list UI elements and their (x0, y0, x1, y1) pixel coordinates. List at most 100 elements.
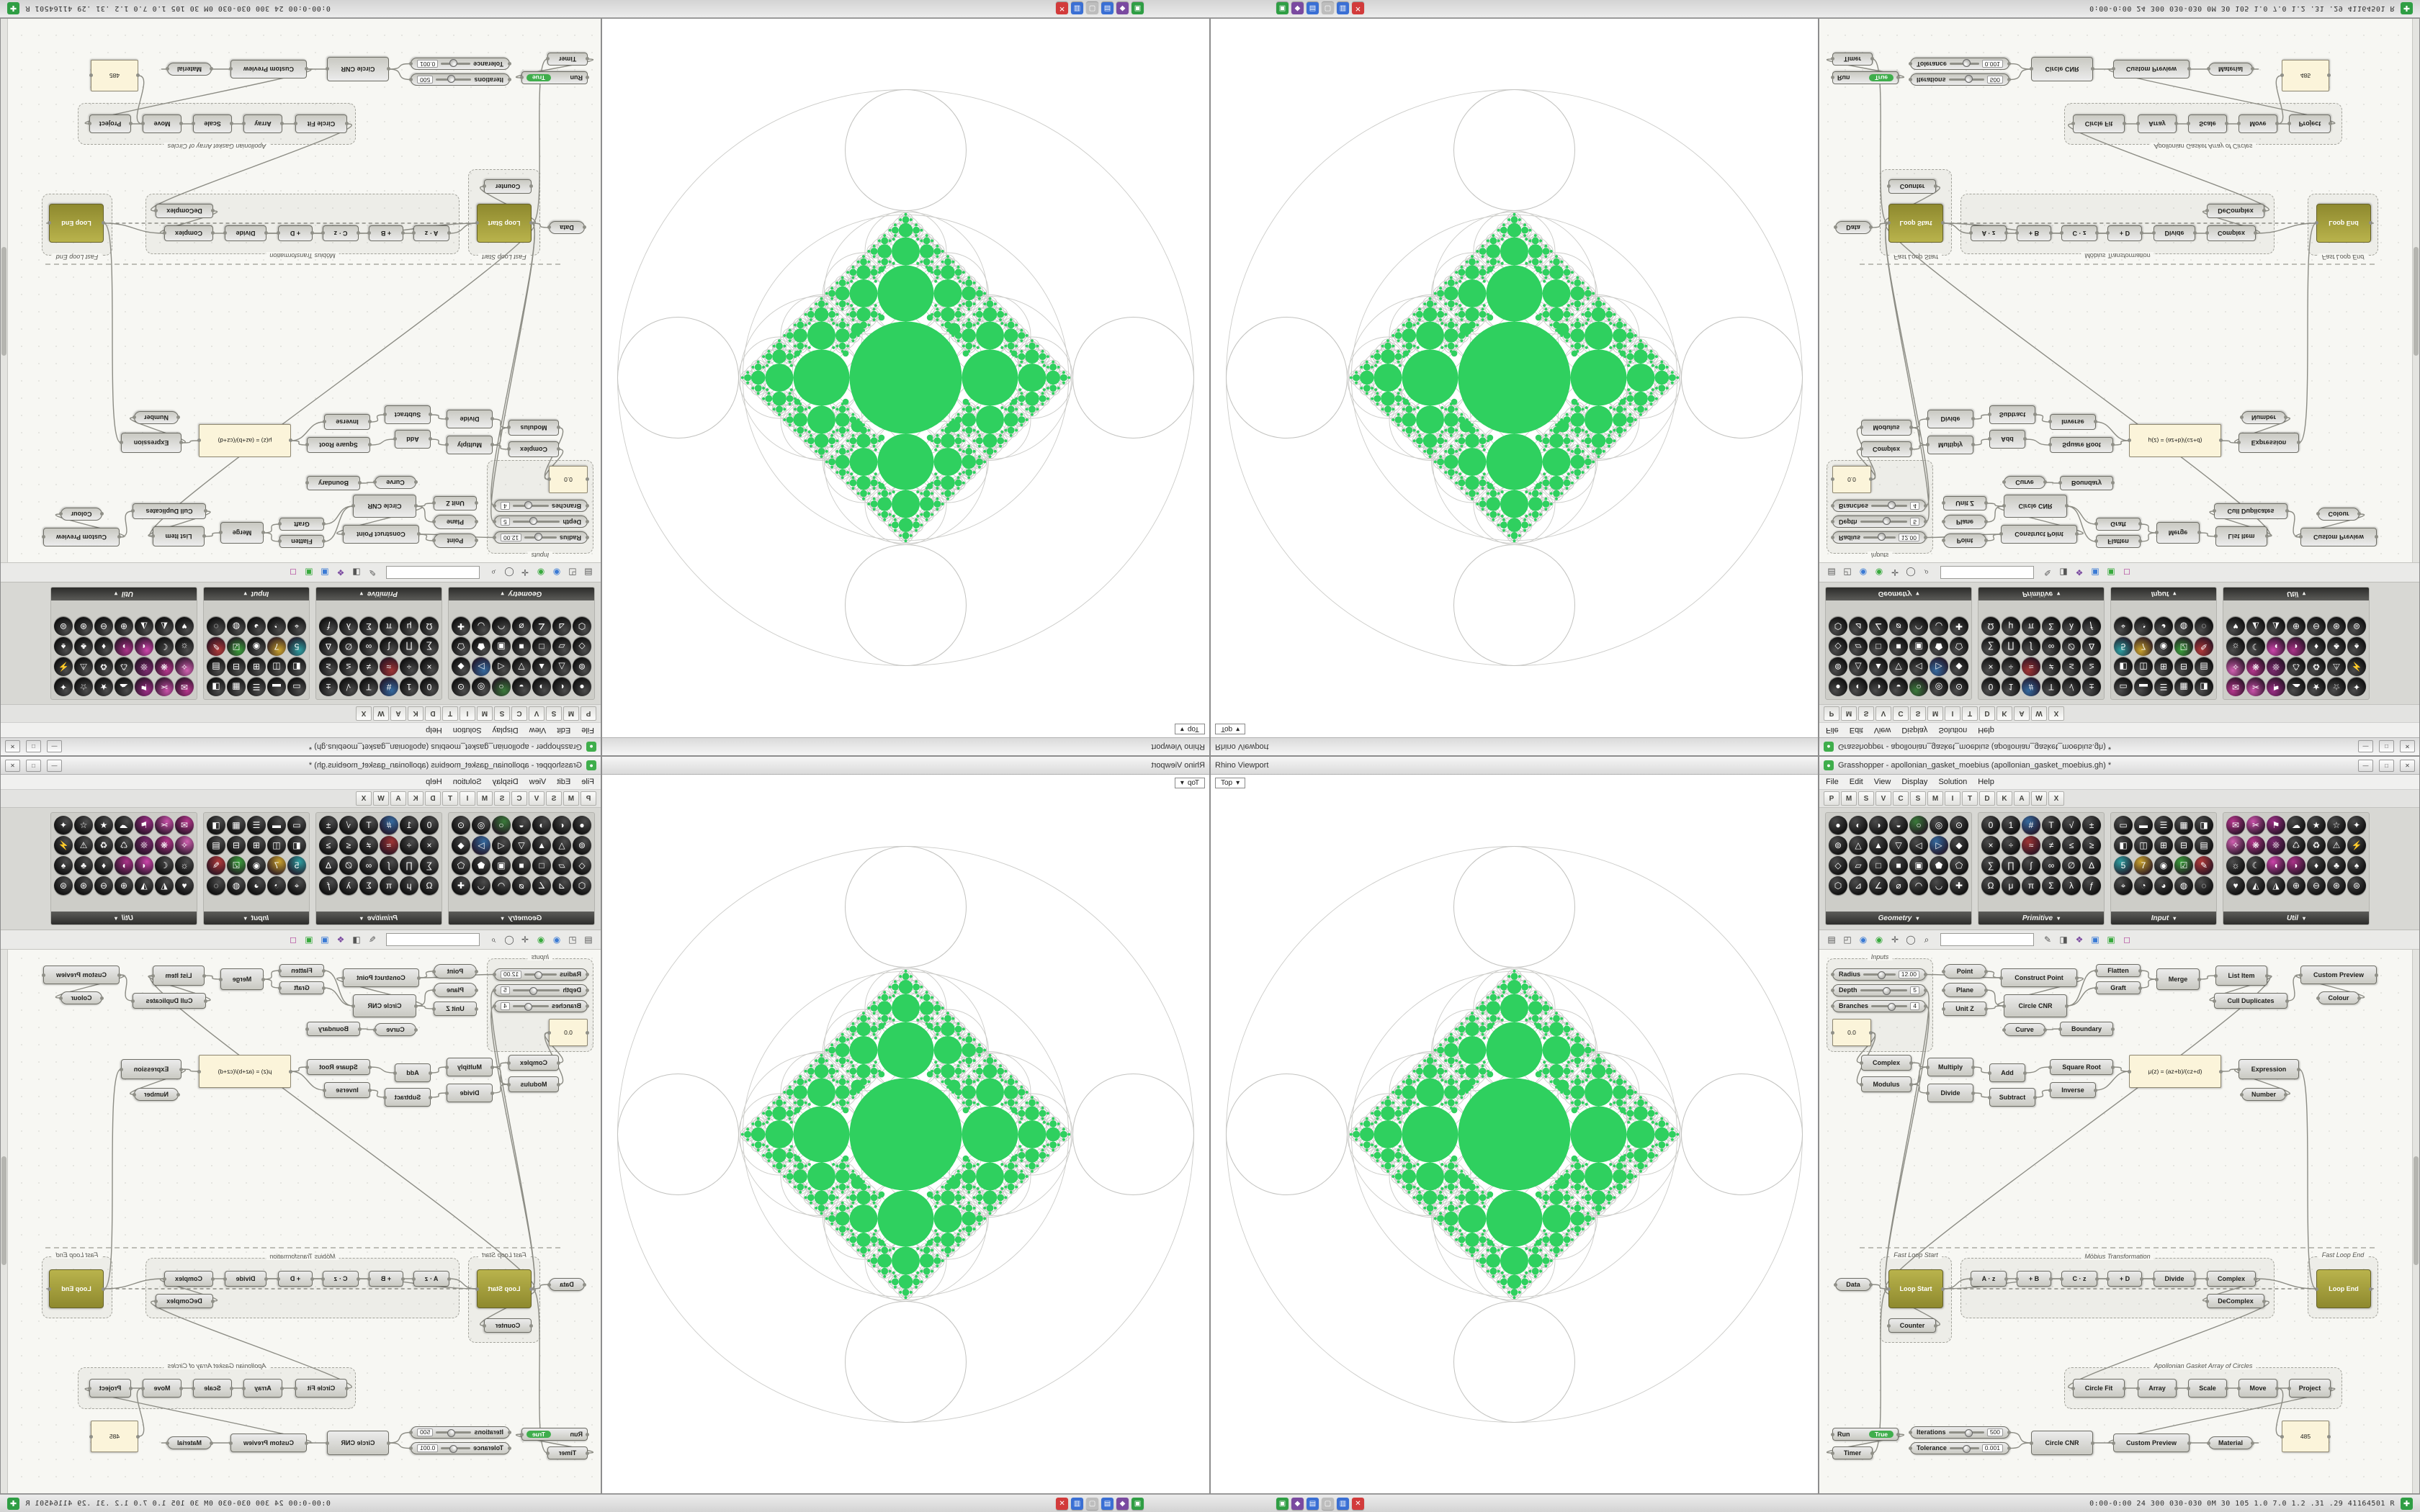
canvas-search-input[interactable] (1940, 933, 2034, 946)
component-icon[interactable]: 0 (1981, 678, 2000, 696)
component-icon[interactable]: ƒ (2082, 617, 2101, 636)
slider-knob[interactable] (1883, 517, 1891, 525)
palette-group-label[interactable]: Primitive ▾ (1978, 912, 2104, 924)
component-icon[interactable]: ◉ (2154, 637, 2173, 656)
gh-node-expression[interactable]: Expression (2237, 1059, 2300, 1079)
magenta-tile-icon[interactable]: ◻ (2123, 567, 2130, 577)
gh-node-merge[interactable]: Merge (220, 968, 264, 990)
blue-app-2-icon[interactable]: ▥ (1071, 2, 1083, 15)
component-icon[interactable]: ▭ (2114, 816, 2133, 834)
menu-item-display[interactable]: Display (1901, 778, 1928, 786)
component-icon[interactable]: ∅ (339, 637, 358, 656)
component-icon[interactable]: ◫ (267, 836, 286, 855)
rhino-viewport-titlebar[interactable]: Rhino Viewport (1211, 737, 1818, 755)
gh-node-radius[interactable]: Radius 12.00 (494, 968, 588, 981)
component-icon[interactable]: ◧ (2114, 836, 2133, 855)
component-icon[interactable]: ◖ (135, 637, 153, 656)
component-icon[interactable]: ■ (1889, 856, 1908, 875)
menu-item-edit[interactable]: Edit (557, 778, 571, 786)
component-icon[interactable]: ✚ (452, 876, 470, 895)
gh-node-boundary[interactable]: Boundary (307, 476, 360, 490)
gh-node-complex[interactable]: Complex (2205, 1271, 2257, 1287)
component-icon[interactable]: ◡ (472, 617, 490, 636)
tab-surface[interactable]: S (494, 706, 510, 721)
gh-node-plane[interactable]: Plane (1942, 983, 1988, 997)
component-icon[interactable]: ≤ (339, 836, 358, 855)
gh-node-curve[interactable]: Curve (2002, 1023, 2047, 1036)
gh-node-inverse[interactable]: Inverse (324, 414, 370, 430)
component-icon[interactable]: ◮ (2267, 617, 2285, 636)
component-icon[interactable]: ☰ (2154, 816, 2173, 834)
component-icon[interactable]: ⚠ (74, 657, 93, 676)
menu-item-edit[interactable]: Edit (1849, 778, 1863, 786)
gray-app-icon[interactable]: ▢ (1322, 1497, 1334, 1510)
gh-node-run[interactable]: Run True (521, 71, 588, 84)
tab-transform[interactable]: T (1962, 791, 1978, 806)
component-icon[interactable]: ⊿ (552, 876, 571, 895)
rhino-viewport-canvas[interactable]: Top ▾ (1211, 775, 1818, 1493)
menu-item-display[interactable]: Display (1901, 726, 1928, 734)
component-icon[interactable]: T (2042, 816, 2061, 834)
component-icon[interactable]: ▲ (532, 836, 551, 855)
menu-item-edit[interactable]: Edit (557, 726, 571, 734)
gh-node-graft[interactable]: Graft (279, 981, 324, 994)
slider-knob[interactable] (1965, 1429, 1973, 1437)
gh-node-timer[interactable]: Timer (547, 1446, 588, 1459)
gh-node-loop-start[interactable]: Loop Start (1888, 204, 1943, 243)
circle-tool-icon[interactable]: ◯ (504, 567, 514, 577)
component-icon[interactable]: ⊚ (573, 836, 591, 855)
component-icon[interactable]: ▦ (2174, 816, 2193, 834)
gh-node-loop-start[interactable]: Loop Start (477, 1269, 532, 1308)
component-icon[interactable]: ◗ (2287, 637, 2305, 656)
component-icon[interactable]: ∅ (339, 856, 358, 875)
rhino-viewport-titlebar[interactable]: Rhino Viewport (1211, 757, 1818, 775)
component-icon[interactable]: ⊖ (94, 617, 113, 636)
component-icon[interactable]: ♻ (94, 836, 113, 855)
blue-sphere-icon[interactable]: ◉ (552, 567, 561, 577)
component-icon[interactable]: ◁ (492, 836, 511, 855)
palette-group-label[interactable]: Geometry ▾ (1826, 912, 1971, 924)
component-icon[interactable]: ◍ (227, 617, 246, 636)
component-icon[interactable]: ∞ (359, 637, 378, 656)
tab-params[interactable]: P (1824, 706, 1839, 721)
tab-intersect[interactable]: I (1945, 706, 1960, 721)
gh-node-tolerance[interactable]: Tolerance 0.001 (411, 58, 510, 70)
component-icon[interactable]: ♥ (175, 617, 194, 636)
component-icon[interactable]: ☑ (227, 856, 246, 875)
gh-node-unit-z[interactable]: Unit Z (434, 1002, 477, 1016)
component-icon[interactable]: ⊕ (115, 876, 133, 895)
tab-transform[interactable]: T (442, 791, 458, 806)
gh-node-add[interactable]: Add (395, 430, 431, 449)
component-icon[interactable]: ≈ (380, 836, 398, 855)
gh-node-485[interactable]: 485 (91, 60, 138, 91)
cluster-icon[interactable]: ❖ (2075, 567, 2084, 577)
toggle-value[interactable]: True (1869, 1430, 1894, 1439)
tab-curve[interactable]: C (1893, 791, 1909, 806)
gh-node-point[interactable]: Point (1943, 534, 1986, 548)
gh-node-list-item[interactable]: List Item (153, 966, 205, 986)
gh-node-radius[interactable]: Radius 12.00 (1831, 968, 1927, 981)
menu-item-display[interactable]: Display (492, 778, 519, 786)
component-icon[interactable]: ◗ (2287, 856, 2305, 875)
component-icon[interactable]: λ (2062, 617, 2081, 636)
component-icon[interactable]: ⊞ (2154, 657, 2173, 676)
component-icon[interactable]: ⌖ (287, 876, 306, 895)
menu-item-solution[interactable]: Solution (1938, 726, 1968, 734)
component-icon[interactable]: ▬ (267, 678, 286, 696)
component-icon[interactable]: ⊖ (2307, 876, 2326, 895)
component-icon[interactable]: ⊟ (227, 657, 246, 676)
component-icon[interactable]: ❋ (155, 657, 174, 676)
component-icon[interactable]: Ω (1981, 876, 2000, 895)
slider-track[interactable] (436, 75, 472, 83)
gh-node-curve[interactable]: Curve (2004, 476, 2045, 489)
component-icon[interactable]: ☼ (2226, 637, 2245, 656)
gh-node-graft[interactable]: Graft (279, 518, 324, 531)
gh-node-timer[interactable]: Timer (1831, 1446, 1874, 1459)
tab-kangaroo[interactable]: K (408, 791, 424, 806)
tab-maths[interactable]: M (563, 791, 579, 806)
component-icon[interactable]: ❊ (2267, 657, 2285, 676)
component-icon[interactable]: × (1981, 836, 2000, 855)
tab-maths[interactable]: M (1841, 791, 1857, 806)
component-icon[interactable]: ◠ (1909, 617, 1928, 636)
gh-node-depth[interactable]: Depth 5 (1831, 984, 1927, 996)
